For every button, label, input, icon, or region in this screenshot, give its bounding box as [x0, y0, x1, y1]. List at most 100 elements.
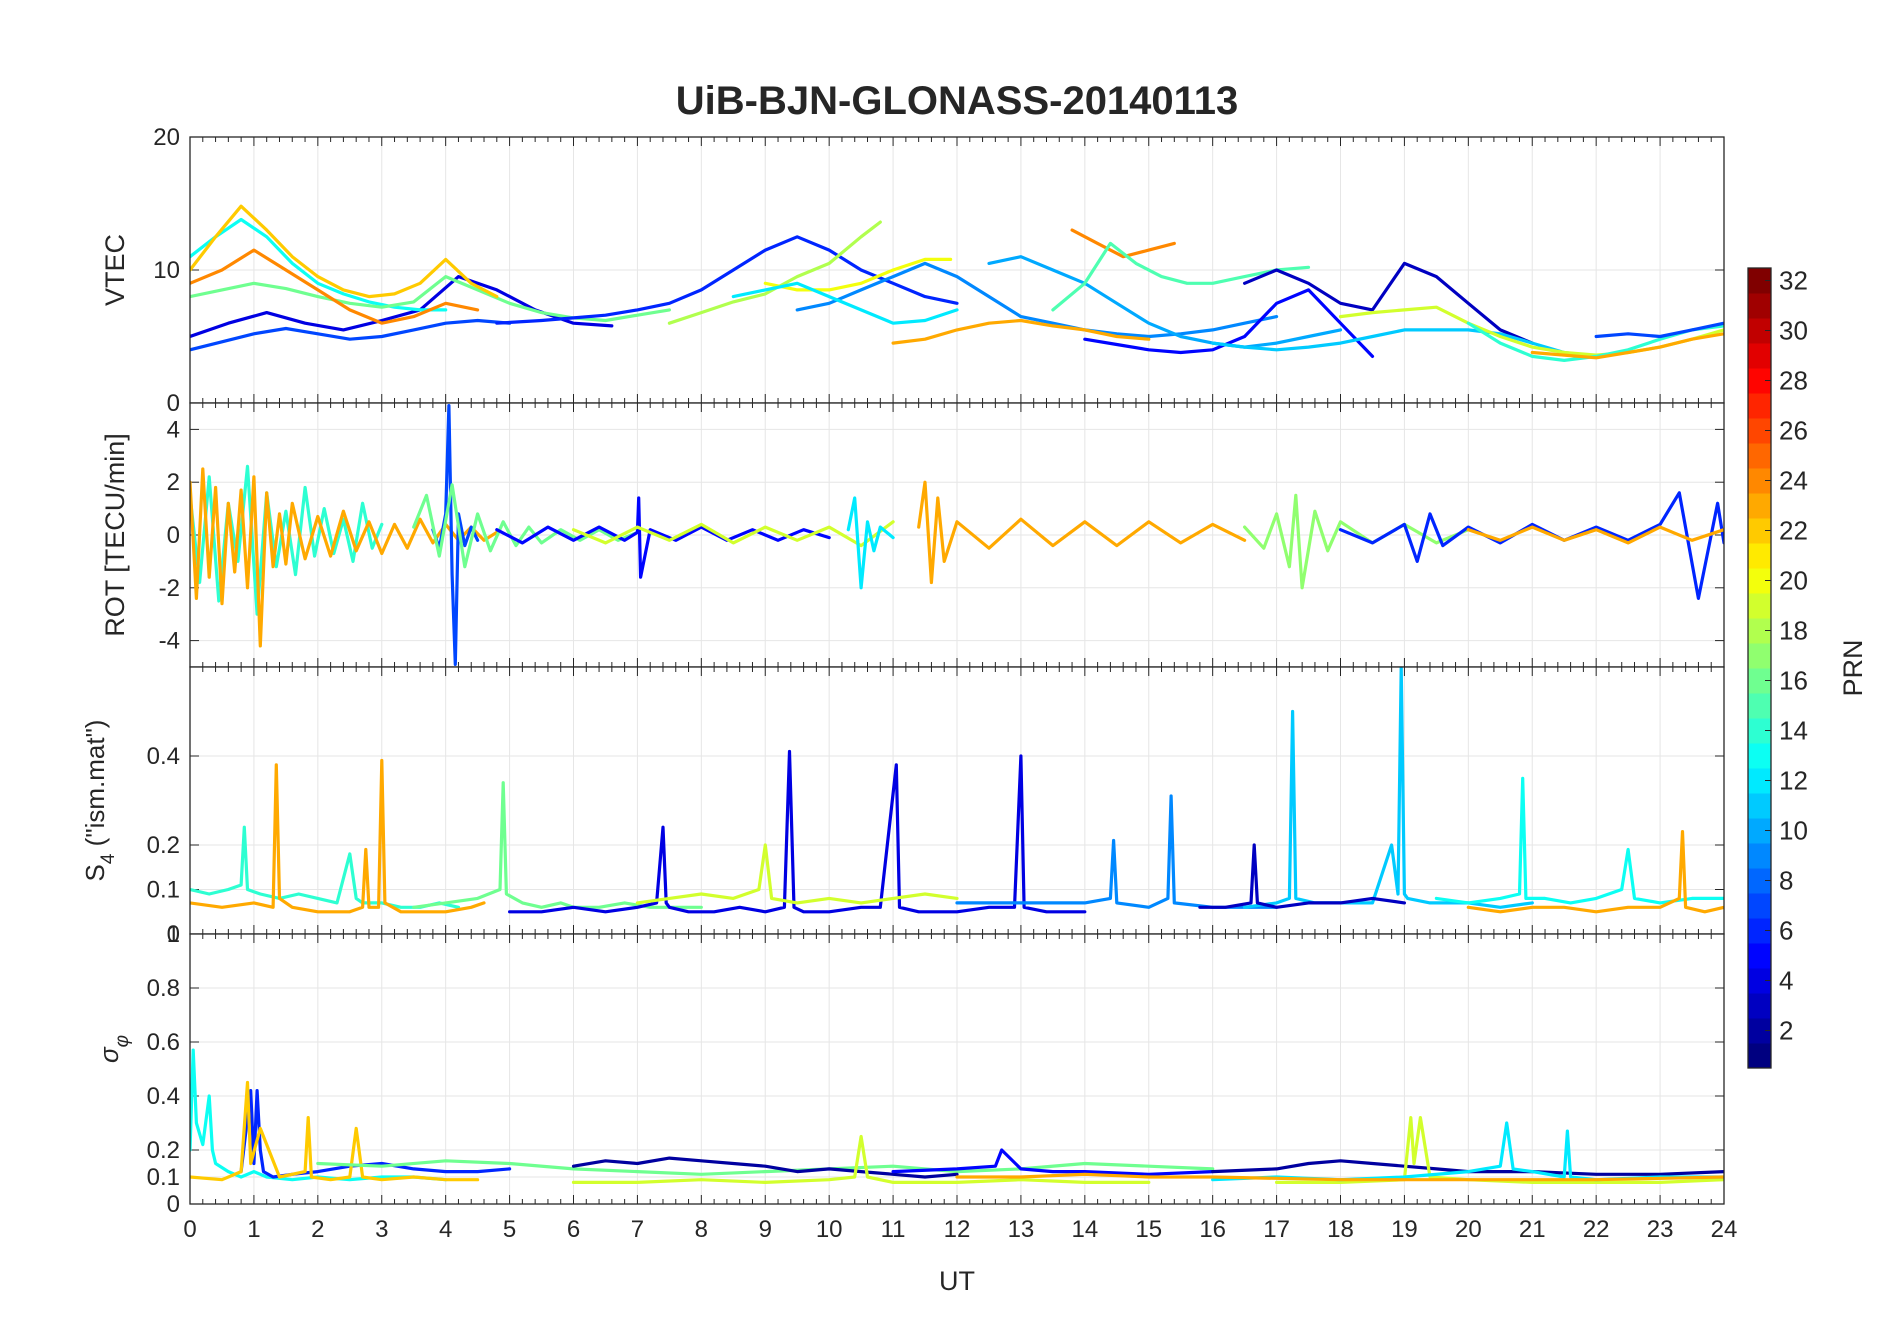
y-tick-label: 0.4	[147, 1083, 180, 1110]
colorbar-tick-label: 18	[1779, 616, 1808, 646]
series-line-prn-23	[891, 318, 1151, 345]
series-group	[190, 204, 1724, 362]
series-line-prn-24	[1070, 228, 1176, 259]
y-tick-label: -2	[159, 575, 180, 602]
colorbar-tick-label: 14	[1779, 716, 1808, 746]
series-line-prn-24	[190, 248, 480, 325]
colorbar-swatch	[1748, 568, 1771, 594]
colorbar-swatch	[1748, 618, 1771, 644]
series-line-prn-5	[1083, 288, 1375, 358]
colorbar-swatch	[1748, 1043, 1771, 1069]
series-line-prn-4	[508, 749, 1087, 914]
y-tick-label: 0.4	[147, 743, 180, 770]
series-line-prn-2	[571, 1156, 959, 1179]
colorbar-swatch	[1748, 268, 1771, 294]
series-line-prn-14	[190, 464, 384, 616]
colorbar-swatch	[1748, 718, 1771, 744]
series-line-prn-23	[1466, 830, 1724, 914]
colorbar-swatch	[1748, 393, 1771, 419]
colorbar-swatch	[1748, 543, 1771, 569]
series-line-prn-15	[1051, 241, 1311, 312]
x-tick-label: 12	[944, 1216, 971, 1243]
x-tick-label: 24	[1711, 1216, 1738, 1243]
x-tick-label: 18	[1327, 1216, 1354, 1243]
colorbar-swatch	[1748, 668, 1771, 694]
series-line-prn-13	[190, 1048, 448, 1182]
series-line-prn-19	[635, 843, 959, 905]
panel-3: 0.1 0.2 0.4 0 S4 ("ism.mat")	[80, 666, 1725, 948]
y-tick-label: 0.2	[147, 832, 180, 859]
colorbar-swatch	[1748, 443, 1771, 469]
x-tick-label: 10	[816, 1216, 843, 1243]
x-tick-label: 9	[759, 1216, 772, 1243]
series-line-prn-23	[190, 758, 486, 914]
x-tick-label: 3	[375, 1216, 388, 1243]
series-line-prn-6	[495, 235, 959, 325]
colorbar-tick-label: 10	[1779, 816, 1808, 846]
series-line-prn-23	[955, 1172, 1724, 1182]
x-tick-label: 16	[1199, 1216, 1226, 1243]
series-line-prn-23	[917, 480, 1247, 585]
x-tick-label: 22	[1583, 1216, 1610, 1243]
x-tick-label: 15	[1135, 1216, 1162, 1243]
colorbar-tick-label: 32	[1779, 266, 1808, 296]
x-tick-label: 23	[1647, 1216, 1674, 1243]
colorbar-tick-label: 2	[1779, 1016, 1793, 1046]
colorbar-tick-label: 16	[1779, 666, 1808, 696]
series-line-prn-13	[1434, 776, 1724, 905]
y-axis-label: ROT [TECU/min]	[100, 433, 130, 637]
y-tick-label: 0.2	[147, 1137, 180, 1164]
colorbar-tick-label: 26	[1779, 416, 1808, 446]
colorbar-swatch	[1748, 893, 1771, 919]
panel-1: 10 20 VTEC	[100, 124, 1725, 404]
colorbar-stops	[1748, 268, 1771, 1069]
series-line-prn-16	[190, 275, 671, 323]
y-tick-label: 0.1	[147, 877, 180, 904]
x-tick-label: 2	[311, 1216, 324, 1243]
x-tick-label: 20	[1455, 1216, 1482, 1243]
series-line-prn-23	[1530, 332, 1724, 360]
x-tick-label: 5	[503, 1216, 516, 1243]
colorbar-swatch	[1748, 743, 1771, 769]
x-tick-label: 8	[695, 1216, 708, 1243]
panel-frame	[189, 933, 1725, 1205]
series-line-prn-9	[795, 261, 1279, 339]
series-line-prn-22	[190, 204, 499, 299]
series-line-prn-11	[1211, 328, 1598, 358]
y-axis-label: σφ	[94, 1035, 133, 1063]
y-tick-label: 20	[153, 124, 180, 151]
series-group	[190, 1048, 1724, 1184]
colorbar-swatch	[1748, 368, 1771, 394]
series-line-prn-19	[571, 520, 895, 548]
series-line-prn-13	[190, 217, 448, 312]
y-tick-label: 10	[153, 257, 180, 284]
colorbar-swatch	[1748, 418, 1771, 444]
colorbar-swatch	[1748, 493, 1771, 519]
y-tick-label: 0	[167, 522, 180, 549]
series-group	[190, 404, 1724, 666]
x-tick-label: 6	[567, 1216, 580, 1243]
y-tick-label: 0.1	[147, 1164, 180, 1191]
y-tick-label: 0.8	[147, 975, 180, 1002]
y-tick-label: 0	[167, 921, 180, 948]
colorbar-swatch	[1748, 518, 1771, 544]
y-tick-label: 0	[167, 390, 180, 417]
colorbar-swatch	[1748, 318, 1771, 344]
colorbar-tick-label: 6	[1779, 916, 1793, 946]
colorbar-tick-label: 12	[1779, 766, 1808, 796]
y-tick-label: 1	[167, 921, 180, 948]
colorbar-swatch	[1748, 868, 1771, 894]
y-tick-label: -4	[159, 628, 180, 655]
x-tick-label: 1	[247, 1216, 260, 1243]
series-line-prn-20	[763, 257, 953, 292]
x-axis-label: UT	[939, 1266, 975, 1296]
colorbar-tick-label: 30	[1779, 316, 1808, 346]
colorbar-swatch	[1748, 943, 1771, 969]
colorbar-swatch	[1748, 843, 1771, 869]
colorbar-swatch	[1748, 968, 1771, 994]
series-line-prn-16	[316, 1159, 1215, 1176]
